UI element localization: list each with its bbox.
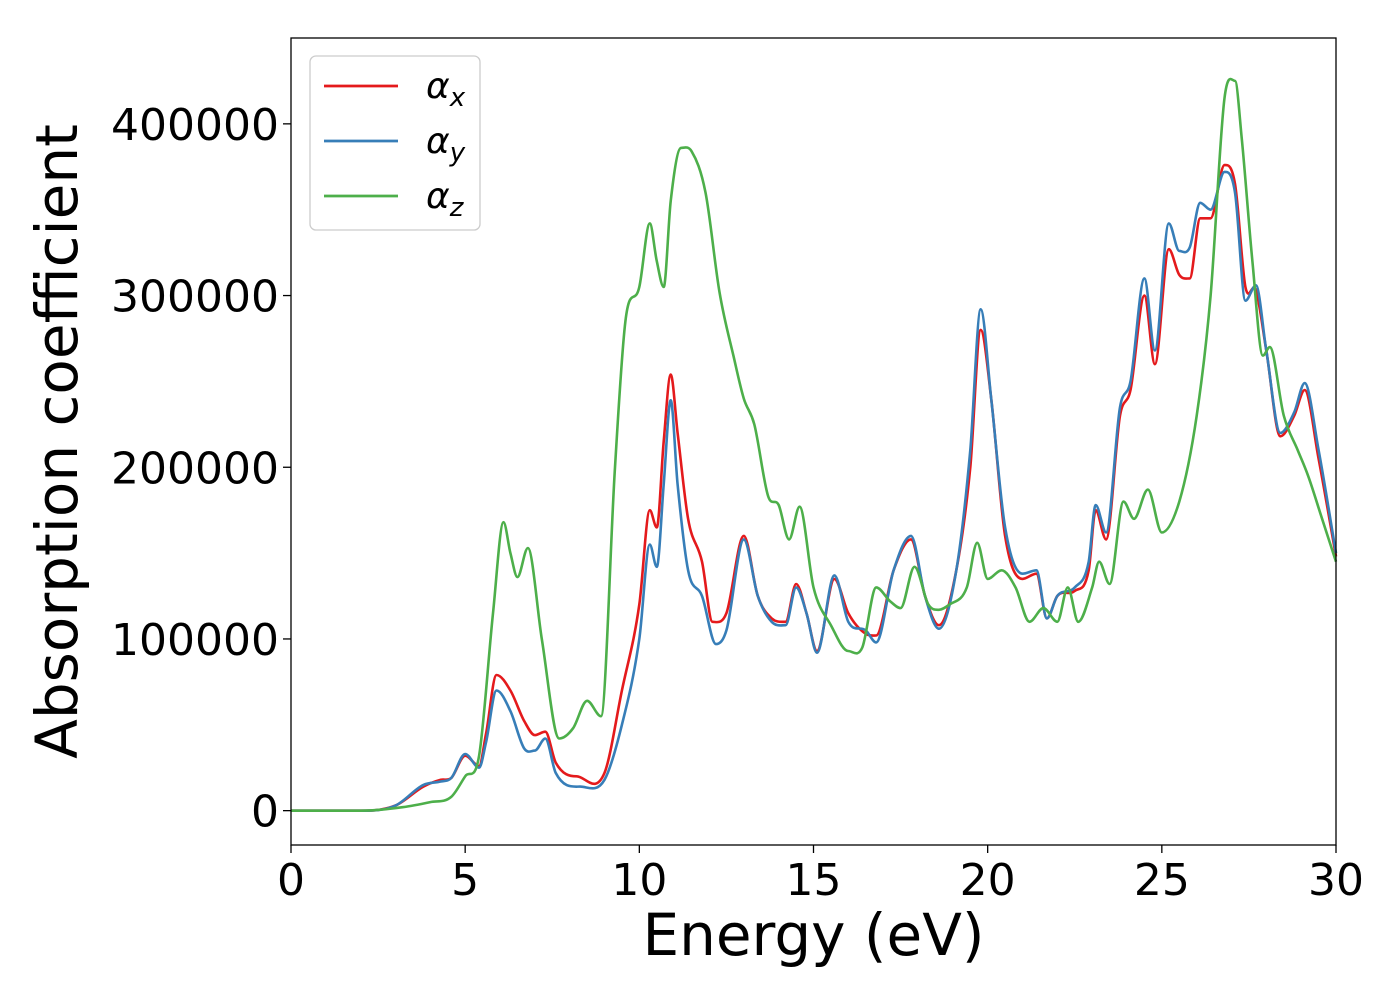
x-tick-label: 15	[786, 855, 842, 906]
legend: αx αy αz	[309, 55, 481, 231]
y-tick-label: 200000	[111, 443, 279, 494]
legend-label-alpha-z: αz	[426, 176, 465, 223]
ticks-layer: 0 5 10 15 20 25 30 0 100000 200000 300000 400000	[111, 100, 1364, 906]
y-tick-label: 0	[251, 787, 279, 838]
y-axis-title: Absorption coefficient	[23, 124, 91, 759]
x-axis-title: Energy (eV)	[642, 901, 984, 969]
legend-label-alpha-x: αx	[426, 66, 466, 113]
series-line-alpha-y	[291, 170, 1338, 812]
x-tick-label: 5	[451, 855, 479, 906]
series-line-alpha-z	[291, 77, 1338, 812]
x-tick-label: 10	[611, 855, 667, 906]
y-tick-label: 300000	[111, 272, 279, 323]
series-layer	[291, 77, 1338, 812]
y-tick-label: 400000	[111, 100, 279, 151]
y-tick-label: 100000	[111, 615, 279, 666]
x-tick-label: 0	[277, 855, 305, 906]
x-tick-label: 25	[1134, 855, 1190, 906]
series-line-alpha-x	[291, 163, 1338, 812]
legend-frame	[309, 55, 481, 231]
legend-label-alpha-y: αy	[426, 121, 466, 168]
x-tick-label: 20	[960, 855, 1016, 906]
x-tick-label: 30	[1308, 855, 1364, 906]
